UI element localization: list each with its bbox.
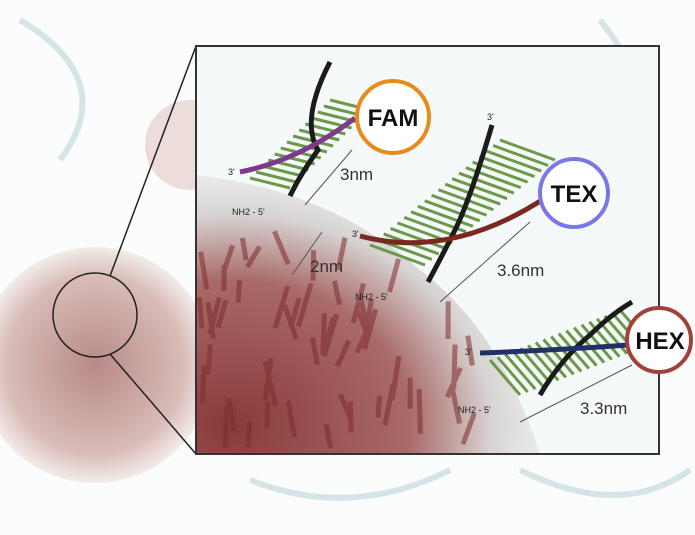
- streak: [238, 280, 239, 302]
- three-prime-label: 3': [465, 347, 472, 357]
- dye-label: TEX: [551, 181, 598, 208]
- three-prime-label: 3': [352, 229, 359, 239]
- distance-label: 2nm: [310, 257, 343, 276]
- distance-label: 3.3nm: [580, 399, 627, 418]
- streak: [199, 297, 202, 328]
- streak: [323, 313, 325, 354]
- five-prime-label: NH2 - 5': [355, 292, 388, 302]
- streak: [267, 402, 268, 428]
- three-prime-label: 3': [228, 167, 235, 177]
- streak: [378, 396, 380, 418]
- distance-label: 3nm: [340, 165, 373, 184]
- streak: [225, 406, 226, 448]
- three-prime-label: 3': [487, 112, 494, 122]
- illustration: 3nm 2nm 3.6nm 3.3nm 3' 3' 3' 3' NH2 - 5'…: [0, 0, 695, 535]
- streak: [248, 421, 250, 447]
- streak: [350, 402, 351, 433]
- streak: [202, 365, 203, 403]
- five-prime-label: NH2 - 5': [232, 207, 265, 217]
- streak: [419, 389, 420, 434]
- dye-label: FAM: [368, 105, 419, 132]
- dye-label: HEX: [635, 328, 684, 355]
- five-prime-label: NH2 - 5': [458, 405, 491, 415]
- distance-label: 3.6nm: [497, 261, 544, 280]
- streak: [208, 345, 210, 374]
